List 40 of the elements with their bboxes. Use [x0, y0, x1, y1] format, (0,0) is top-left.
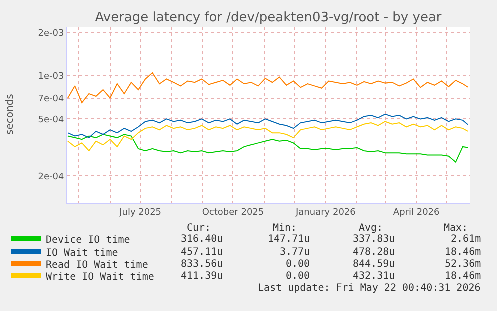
text: 833.56u — [181, 259, 224, 270]
text: 478.28u — [353, 247, 396, 258]
legend-label: Device IO time — [46, 234, 130, 246]
text: Last update: Fri May 22 00:40:31 2026 — [258, 283, 481, 294]
y-tick-label: 5e-04 — [38, 115, 64, 126]
text: 2.61m — [451, 234, 482, 245]
legend-label: IO Wait time — [46, 248, 118, 259]
text: Max: — [444, 223, 468, 234]
text: Min: — [273, 223, 298, 234]
chart-title: Average latency for /dev/peakten03-vg/root - by year — [95, 10, 442, 26]
line-series — [68, 121, 468, 152]
line-series — [68, 134, 468, 163]
text: 844.59u — [353, 259, 396, 270]
text: 0.00 — [286, 271, 310, 282]
x-tick-label: October 2025 — [202, 208, 264, 218]
x-tick-label: July 2025 — [118, 208, 162, 218]
x-tick-label: April 2026 — [393, 208, 440, 218]
y-tick-label: 2e-04 — [38, 172, 64, 182]
y-tick-label: 7e-04 — [38, 94, 64, 104]
line-series — [68, 72, 468, 104]
y-tick-label: 1e-03 — [38, 72, 64, 82]
text: Cur: — [187, 223, 212, 234]
y-tick-label: 2e-03 — [38, 29, 64, 40]
text: 457.11u — [181, 247, 224, 258]
text: 316.40u — [181, 234, 224, 245]
legend-label: Read IO Wait time — [46, 260, 148, 271]
x-tick-label: January 2026 — [294, 208, 356, 218]
text: 18.46m — [445, 247, 482, 258]
text: 18.46m — [445, 271, 482, 282]
text: 0.00 — [286, 259, 310, 270]
text: 432.31u — [353, 271, 396, 282]
text: Avg: — [359, 223, 384, 234]
text: 147.71u — [268, 234, 310, 245]
text: 337.83u — [353, 234, 396, 245]
text: 52.36m — [445, 259, 482, 270]
line-series — [68, 114, 468, 138]
text: 411.39u — [181, 271, 224, 282]
y-axis-title: seconds — [5, 94, 16, 135]
legend-label: Write IO Wait time — [46, 272, 154, 283]
text: 3.77u — [280, 247, 310, 258]
